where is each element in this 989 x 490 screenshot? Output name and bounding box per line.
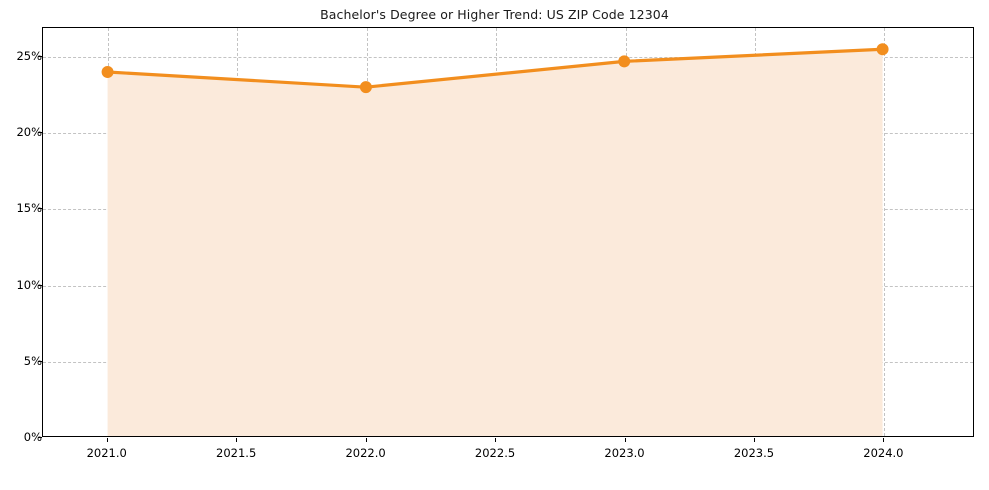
data-point [618,55,631,68]
x-tick-label: 2021.0 [86,446,127,460]
data-point [359,81,372,94]
area-fill [107,49,883,436]
series-layer [101,43,889,436]
trend-line [105,47,885,89]
x-tick-label: 2023.0 [604,446,645,460]
plot-area [42,27,974,437]
x-axis: 2021.0 2021.5 2022.0 2022.5 2023.0 2023.5 2024… [42,438,974,478]
y-tick-mark [38,208,42,210]
y-tick-mark [38,284,42,286]
y-tick-label: 15% [16,201,42,216]
x-tick-mark [883,438,885,442]
y-tick-mark [38,437,42,438]
x-tick-label: 2022.5 [474,446,516,460]
y-tick-label: 25% [16,48,42,63]
y-tick-mark [38,55,42,57]
y-tick-label: 0% [23,430,42,444]
x-tick-label: 2021.5 [216,446,257,460]
data-point-markers [101,43,889,94]
y-tick-mark [38,360,42,362]
x-tick-label: 2024.0 [863,446,904,460]
data-point [101,66,114,78]
x-tick-mark [365,438,367,442]
y-tick-mark [38,132,42,134]
x-tick-mark [624,438,626,442]
x-tick-mark [753,438,755,442]
gridline-vertical [884,28,886,436]
y-tick-label: 20% [16,125,42,140]
gridline-horizontal [43,56,973,58]
plot-inner [43,28,973,436]
x-tick-label: 2023.5 [733,446,775,460]
data-point [876,43,889,56]
x-tick-mark [495,438,497,442]
y-tick-label: 10% [16,277,42,292]
x-tick-mark [236,438,238,442]
x-tick-label: 2022.0 [345,446,386,460]
x-tick-mark [106,438,108,442]
chart-title: Bachelor's Degree or Higher Trend: US ZI… [320,7,669,22]
y-axis: 0% 5% 10% 15% 20% 25% [0,27,42,444]
y-tick-label: 5% [23,353,42,368]
